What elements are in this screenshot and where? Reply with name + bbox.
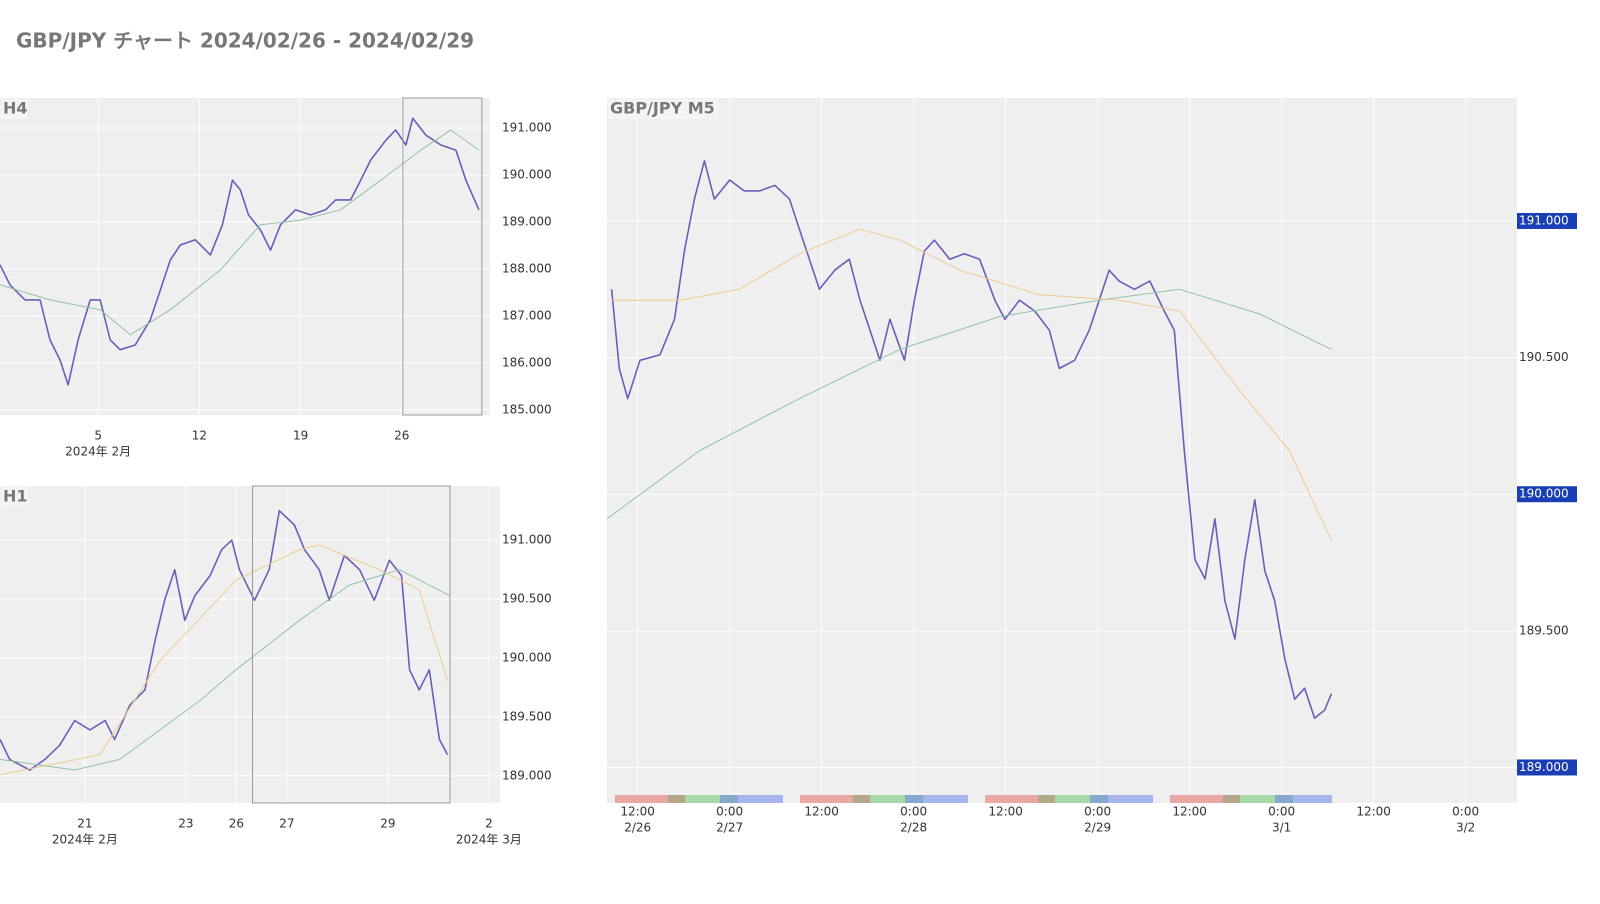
x-tick-date: 2/28 bbox=[900, 821, 927, 835]
panel-title-bg bbox=[1, 99, 28, 119]
price-line bbox=[0, 544, 448, 776]
session bbox=[1055, 795, 1090, 803]
y-tick-label: 190.500 bbox=[502, 592, 552, 606]
y-tick-label: 189.000 bbox=[1519, 760, 1569, 774]
x-tick-label: 19 bbox=[293, 429, 308, 443]
x-tick-label: 12:00 bbox=[1172, 805, 1207, 819]
plot-background bbox=[607, 98, 1517, 803]
y-tick-label: 187.000 bbox=[502, 308, 552, 322]
x-tick-label: 5 bbox=[94, 429, 102, 443]
x-tick-label: 27 bbox=[279, 817, 294, 831]
plot-background bbox=[0, 486, 500, 803]
price-badge bbox=[1517, 486, 1577, 503]
x-tick-label: 26 bbox=[229, 817, 244, 831]
y-tick-label: 188.000 bbox=[502, 261, 552, 275]
x-tick-date: 2/27 bbox=[716, 821, 743, 835]
y-tick-label: 191.000 bbox=[502, 121, 552, 135]
session bbox=[1240, 795, 1275, 803]
page-title: GBP/JPY チャート 2024/02/26 - 2024/02/29 bbox=[16, 29, 474, 53]
session bbox=[685, 795, 720, 803]
y-tick-label: 185.000 bbox=[502, 402, 552, 416]
price-line bbox=[610, 160, 1333, 720]
x-tick-label: 0:00 bbox=[716, 805, 743, 819]
x-tick-label: 0:00 bbox=[1084, 805, 1111, 819]
y-tick-label: 189.000 bbox=[502, 214, 552, 228]
y-tick-label: 191.000 bbox=[502, 533, 552, 547]
price-line bbox=[0, 117, 480, 386]
range-box bbox=[402, 97, 483, 416]
panel-title: GBP/JPY M5 bbox=[610, 99, 715, 118]
panel-title-bg bbox=[608, 99, 719, 119]
x-tick-label: 29 bbox=[380, 817, 395, 831]
x-tick-label: 23 bbox=[178, 817, 193, 831]
session-bars bbox=[615, 795, 1332, 803]
x-tick-label: 12:00 bbox=[804, 805, 839, 819]
session bbox=[1293, 795, 1332, 803]
y-tick-label: 189.000 bbox=[502, 768, 552, 782]
session bbox=[1090, 795, 1108, 803]
session bbox=[800, 795, 853, 803]
x-tick-label: 12:00 bbox=[988, 805, 1023, 819]
plot-background bbox=[0, 98, 490, 415]
price-badge bbox=[1517, 759, 1577, 776]
x-period-label: 2024年 3月 bbox=[456, 833, 522, 847]
y-tick-label: 189.500 bbox=[502, 709, 552, 723]
session bbox=[1275, 795, 1293, 803]
session bbox=[853, 795, 870, 803]
session bbox=[1038, 795, 1055, 803]
price-line bbox=[0, 509, 449, 771]
price-line bbox=[606, 288, 1332, 520]
x-tick-label: 26 bbox=[394, 429, 409, 443]
y-tick-label: 186.000 bbox=[502, 355, 552, 369]
x-tick-label: 21 bbox=[77, 817, 92, 831]
session bbox=[720, 795, 738, 803]
x-tick-label: 12:00 bbox=[620, 805, 655, 819]
session bbox=[923, 795, 968, 803]
session bbox=[668, 795, 685, 803]
x-period-label: 2024年 2月 bbox=[52, 833, 118, 847]
y-tick-label: 190.500 bbox=[1519, 350, 1569, 364]
y-tick-label: 191.000 bbox=[1519, 213, 1569, 227]
x-tick-date: 3/1 bbox=[1272, 821, 1291, 835]
x-tick-date: 3/2 bbox=[1456, 821, 1475, 835]
x-period-label: 2024年 2月 bbox=[65, 445, 131, 459]
y-tick-label: 190.000 bbox=[1519, 487, 1569, 501]
x-tick-label: 0:00 bbox=[1268, 805, 1295, 819]
session bbox=[870, 795, 905, 803]
y-tick-label: 190.000 bbox=[502, 168, 552, 182]
session bbox=[1223, 795, 1240, 803]
x-tick-label: 12:00 bbox=[1356, 805, 1391, 819]
x-tick-label: 0:00 bbox=[900, 805, 927, 819]
panel-title-bg bbox=[1, 487, 28, 507]
x-tick-date: 2/29 bbox=[1084, 821, 1111, 835]
x-tick-date: 2/26 bbox=[624, 821, 651, 835]
session bbox=[615, 795, 668, 803]
panel-title: H4 bbox=[3, 99, 28, 118]
session bbox=[1108, 795, 1153, 803]
price-badge bbox=[1517, 212, 1577, 229]
session bbox=[905, 795, 923, 803]
price-line bbox=[611, 228, 1332, 541]
price-line bbox=[0, 129, 480, 336]
session bbox=[1170, 795, 1223, 803]
session bbox=[985, 795, 1038, 803]
panel-title: H1 bbox=[3, 487, 28, 506]
y-tick-label: 190.000 bbox=[502, 651, 552, 665]
y-tick-label: 189.500 bbox=[1519, 623, 1569, 637]
session bbox=[738, 795, 783, 803]
x-tick-label: 2 bbox=[485, 817, 493, 831]
range-box bbox=[252, 485, 451, 804]
price-line bbox=[0, 569, 450, 771]
x-tick-label: 12 bbox=[192, 429, 207, 443]
x-tick-label: 0:00 bbox=[1452, 805, 1479, 819]
